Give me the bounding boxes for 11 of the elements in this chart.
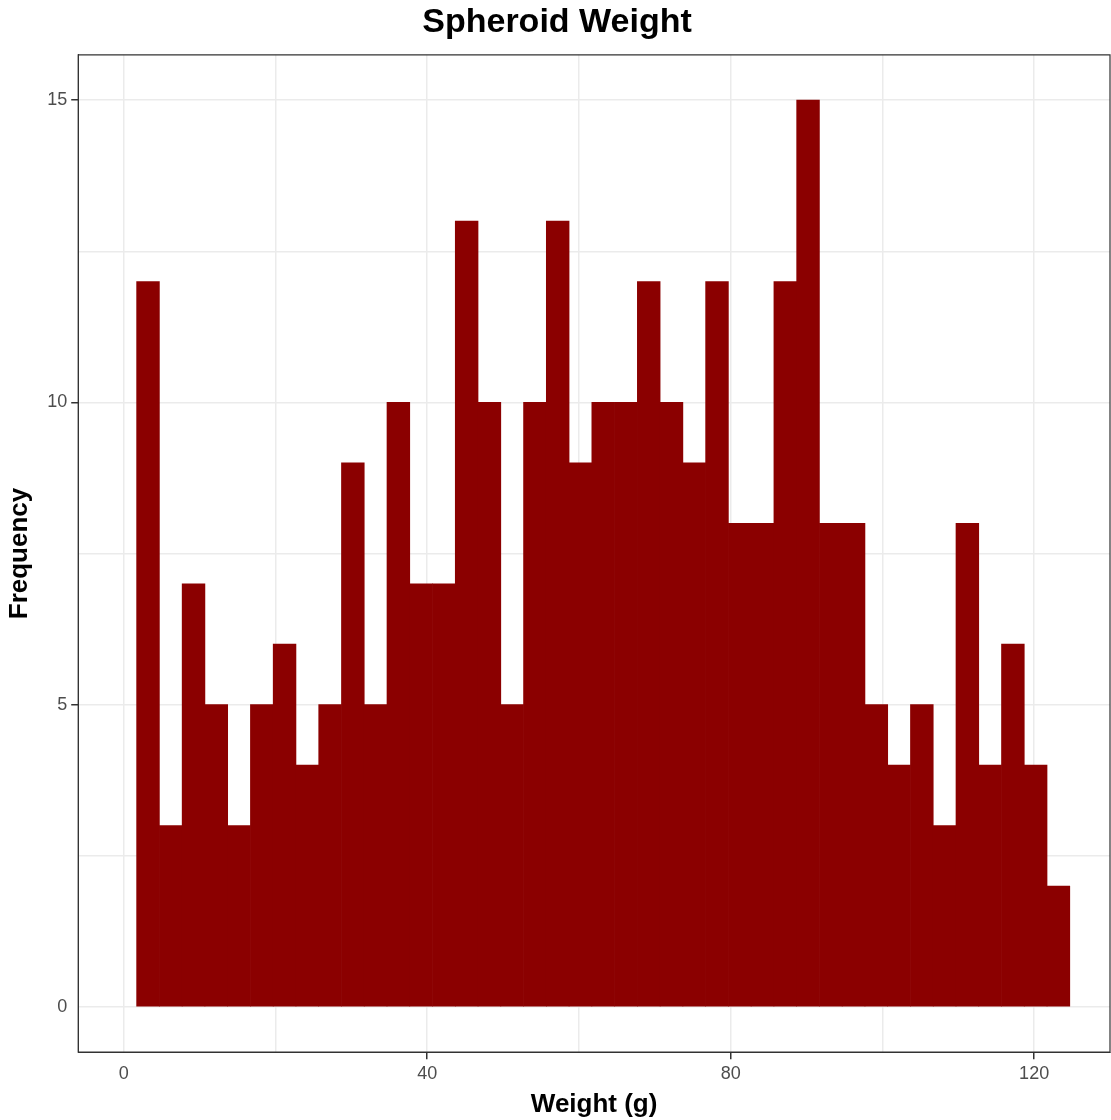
y-tick-label: 15 [47, 89, 68, 110]
y-axis-title: Frequency [2, 487, 33, 620]
x-axis-title: Weight (g) [530, 1087, 658, 1118]
x-tick-label: 0 [118, 1062, 129, 1083]
y-tick-label: 0 [57, 995, 68, 1016]
y-tick-label: 10 [47, 391, 68, 412]
chart-title: Spheroid Weight [422, 0, 692, 39]
x-tick-label: 80 [720, 1062, 741, 1083]
x-tick-label: 120 [1019, 1062, 1050, 1083]
x-tick-label: 40 [417, 1062, 438, 1083]
y-tick-label: 5 [57, 693, 68, 714]
